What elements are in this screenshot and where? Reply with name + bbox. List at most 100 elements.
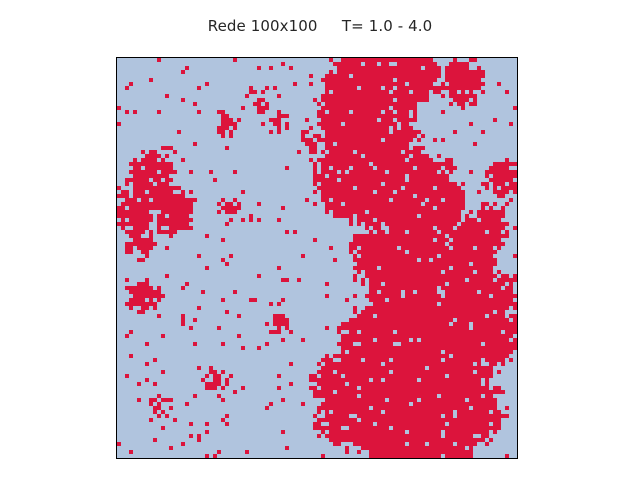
spin-up-run xyxy=(325,398,385,402)
spin-up-run xyxy=(141,198,149,202)
spin-up-run xyxy=(257,202,261,206)
spin-up-run xyxy=(169,214,189,218)
spin-up-run xyxy=(281,338,285,342)
spin-up-run xyxy=(205,454,209,458)
spin-up-run xyxy=(309,378,369,382)
spin-up-run xyxy=(385,410,453,414)
spin-up-run xyxy=(377,230,385,234)
spin-up-run xyxy=(485,378,489,382)
spin-up-run xyxy=(269,118,281,122)
spin-up-run xyxy=(317,362,321,366)
spin-up-run xyxy=(361,254,437,258)
spin-up-run xyxy=(497,370,501,374)
spin-up-run xyxy=(205,234,209,238)
spin-up-run xyxy=(129,330,133,334)
spin-up-run xyxy=(349,246,357,250)
spin-up-run xyxy=(341,338,373,342)
spin-up-run xyxy=(281,278,289,282)
spin-up-run xyxy=(457,414,509,418)
spin-up-run xyxy=(457,226,505,230)
spin-up-run xyxy=(237,118,241,122)
spin-up-run xyxy=(305,118,309,122)
spin-up-run xyxy=(117,210,149,214)
spin-up-run xyxy=(513,190,517,194)
spin-up-run xyxy=(445,294,489,298)
spin-up-run xyxy=(125,278,129,282)
spin-up-run xyxy=(445,454,473,458)
spin-up-run xyxy=(509,198,513,202)
spin-up-run xyxy=(309,146,317,150)
spin-up-run xyxy=(213,454,217,458)
spin-up-run xyxy=(457,410,489,414)
spin-up-run xyxy=(321,78,393,82)
spin-up-run xyxy=(409,250,497,254)
spin-up-run xyxy=(349,218,353,222)
spin-up-run xyxy=(421,214,461,218)
spin-up-run xyxy=(237,334,241,338)
spin-up-run xyxy=(361,446,465,450)
spin-up-run xyxy=(477,246,493,250)
spin-up-run xyxy=(117,214,153,218)
spin-up-run xyxy=(209,366,213,370)
spin-up-run xyxy=(353,306,357,310)
spin-up-run xyxy=(513,318,517,322)
spin-up-run xyxy=(137,282,149,286)
spin-up-run xyxy=(321,106,389,110)
spin-up-run xyxy=(513,106,517,110)
spin-up-run xyxy=(153,178,161,182)
spin-up-run xyxy=(329,110,349,114)
spin-up-run xyxy=(281,206,285,210)
spin-up-run xyxy=(393,198,425,202)
spin-up-run xyxy=(321,94,429,98)
spin-up-run xyxy=(297,278,301,282)
spin-up-run xyxy=(321,454,325,458)
spin-up-run xyxy=(349,426,389,430)
spin-up-run xyxy=(381,118,393,122)
spin-up-run xyxy=(349,382,481,386)
spin-up-run xyxy=(265,342,269,346)
spin-up-run xyxy=(117,122,121,126)
spin-up-run xyxy=(357,262,469,266)
spin-up-run xyxy=(505,286,513,290)
spin-up-run xyxy=(325,282,329,286)
spin-up-run xyxy=(325,326,329,330)
spin-up-run xyxy=(341,58,433,62)
spin-up-run xyxy=(457,442,477,446)
spin-up-run xyxy=(405,290,413,294)
spin-up-run xyxy=(365,358,389,362)
spin-up-run xyxy=(169,446,173,450)
spin-up-run xyxy=(281,398,285,402)
spin-up-run xyxy=(313,170,317,174)
spin-up-run xyxy=(301,402,305,406)
spin-up-run xyxy=(449,374,493,378)
spin-up-run xyxy=(445,74,485,78)
spin-up-run xyxy=(313,98,317,102)
spin-up-run xyxy=(413,146,425,150)
spin-up-run xyxy=(325,90,329,94)
spin-up-run xyxy=(133,158,137,162)
spin-up-run xyxy=(429,442,453,446)
spin-up-run xyxy=(117,194,129,198)
spin-up-run xyxy=(241,386,245,390)
spin-up-run xyxy=(277,218,281,222)
spin-up-run xyxy=(317,110,325,114)
spin-up-run xyxy=(461,222,509,226)
spin-up-run xyxy=(397,78,437,82)
spin-up-run xyxy=(193,142,197,146)
spin-up-run xyxy=(361,418,501,422)
spin-up-run xyxy=(325,354,329,358)
spin-up-run xyxy=(349,318,453,322)
spin-up-run xyxy=(505,202,509,206)
spin-up-run xyxy=(469,278,493,282)
spin-up-run xyxy=(497,278,517,282)
spin-up-run xyxy=(313,178,337,182)
spin-up-run xyxy=(385,282,445,286)
spin-up-run xyxy=(393,126,397,130)
spin-up-run xyxy=(229,218,233,222)
spin-up-run xyxy=(349,250,353,254)
spin-up-run xyxy=(341,350,345,354)
spin-up-run xyxy=(377,190,393,194)
spin-up-run xyxy=(473,98,477,102)
spin-up-run xyxy=(313,162,317,166)
spin-up-run xyxy=(229,374,233,378)
